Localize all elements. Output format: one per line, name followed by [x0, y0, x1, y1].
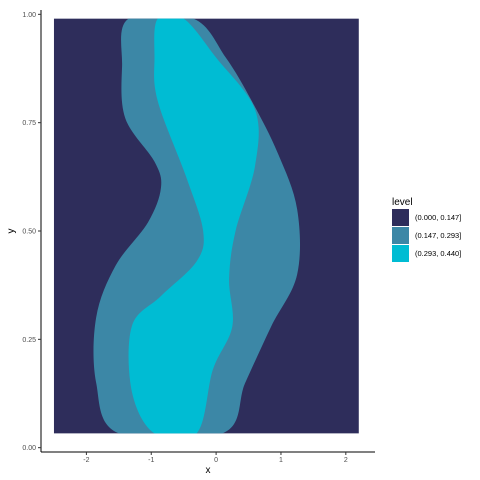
x-tick-label: -2	[83, 457, 89, 464]
x-axis-ticks: -2 -1 0 1 2	[83, 452, 348, 464]
y-axis-ticks: 0.00 0.25 0.50 0.75 1.00	[22, 12, 41, 452]
legend-label: (0.293, 0.440]	[415, 249, 461, 258]
legend-label: (0.147, 0.293]	[415, 231, 461, 240]
legend-label: (0.000, 0.147]	[415, 213, 461, 222]
legend-swatch	[392, 227, 409, 244]
legend-swatch	[392, 209, 409, 226]
contour-band-level-3	[128, 18, 259, 434]
plot-area	[53, 18, 359, 434]
legend-swatch	[392, 245, 409, 262]
y-tick-label: 0.00	[22, 445, 36, 452]
y-tick-label: 0.25	[22, 337, 36, 344]
legend: level (0.000, 0.147] (0.147, 0.293] (0.293…	[392, 197, 461, 262]
x-tick-label: 1	[279, 457, 283, 464]
x-tick-label: 0	[214, 457, 218, 464]
y-tick-label: 1.00	[22, 12, 36, 19]
x-axis-title: x	[206, 465, 211, 476]
x-tick-label: -1	[148, 457, 154, 464]
y-tick-label: 0.50	[22, 229, 36, 236]
y-axis-title: y	[6, 229, 17, 234]
legend-title: level	[392, 197, 413, 208]
y-tick-label: 0.75	[22, 120, 36, 127]
x-tick-label: 2	[344, 457, 348, 464]
